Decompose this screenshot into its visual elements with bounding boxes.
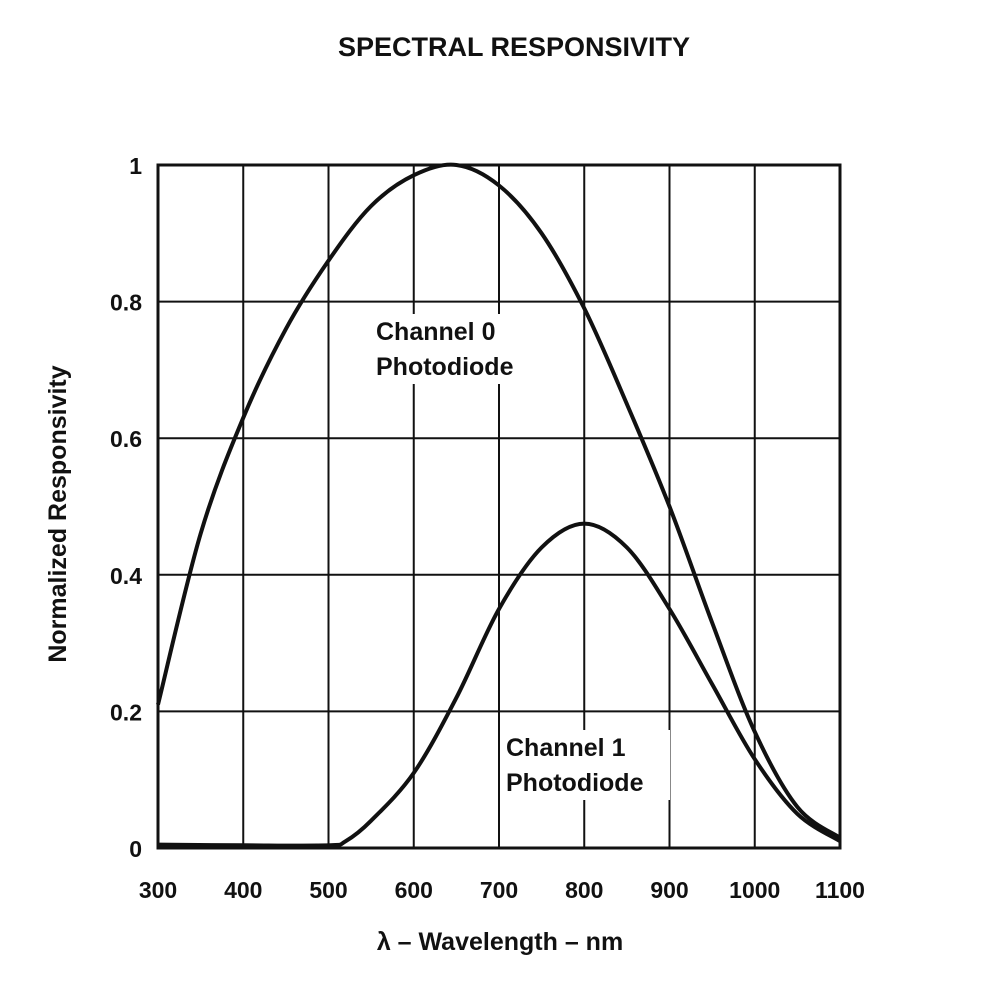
x-tick-label: 600 (395, 877, 433, 903)
grid (157, 164, 841, 849)
series (156, 162, 842, 848)
y-tick-label: 1 (129, 153, 142, 179)
x-tick-label: 1100 (815, 877, 865, 903)
series-line-channel-0 (156, 162, 842, 840)
y-axis-label: Normalized Responsivity (44, 365, 72, 662)
x-tick-label: 700 (480, 877, 518, 903)
tick-labels: 300 400 500 600 700 800 900 1000 1100 0 0.2 0.4 0.6 0… (110, 153, 865, 903)
annotation-label-channel-1: Photodiode (506, 769, 644, 797)
x-tick-label: 500 (309, 877, 347, 903)
series-line-channel-1 (157, 521, 842, 848)
plot-frame (156, 163, 842, 850)
x-tick-label: 400 (224, 877, 262, 903)
x-tick-label: 900 (650, 877, 688, 903)
x-tick-label: 1000 (729, 877, 780, 903)
x-tick-label: 300 (139, 877, 177, 903)
y-tick-label: 0.2 (110, 699, 142, 725)
annotation-label-channel-1: Channel 1 (506, 734, 626, 762)
chart-title: SPECTRAL RESPONSIVITY (338, 32, 690, 62)
y-tick-label: 0.6 (110, 426, 142, 452)
annotation-background (370, 314, 540, 384)
y-tick-label: 0 (129, 836, 142, 862)
annotation-background (500, 730, 670, 800)
annotation-label-channel-0: Channel 0 (376, 318, 495, 346)
y-tick-label: 0.4 (110, 563, 142, 589)
x-axis-label: λ – Wavelength – nm (377, 928, 623, 956)
y-tick-label: 0.8 (110, 290, 142, 316)
annotation-label-channel-0: Photodiode (376, 353, 514, 381)
annotations: Channel 0 Photodiode Channel 1 Photodiode (370, 314, 670, 800)
x-tick-label: 800 (565, 877, 603, 903)
